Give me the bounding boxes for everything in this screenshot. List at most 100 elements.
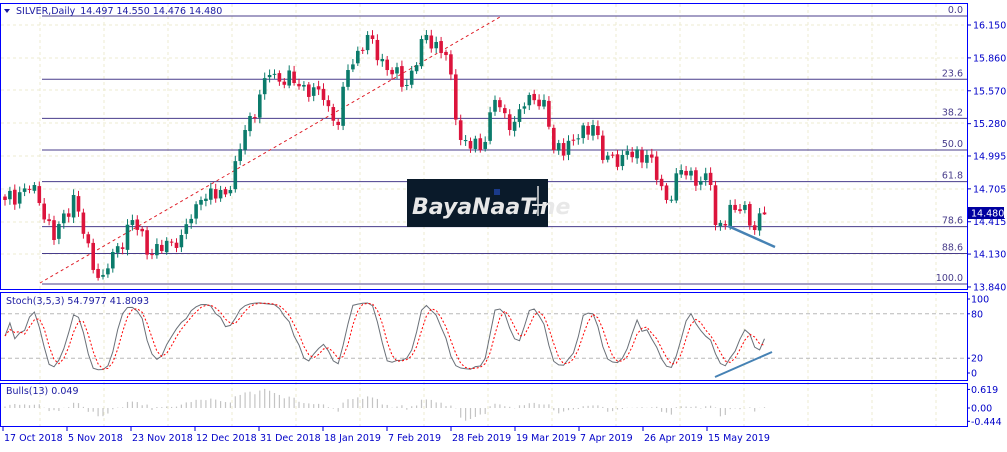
candle	[346, 64, 350, 91]
candle	[380, 53, 385, 67]
candle	[405, 79, 409, 91]
bulls-panel-frame	[0, 383, 968, 427]
candle-body	[576, 138, 581, 140]
candle	[135, 215, 140, 236]
candle-body	[493, 99, 497, 112]
candle-body	[115, 246, 120, 253]
current-price-label: 14.480	[971, 209, 1004, 220]
candle	[503, 104, 507, 119]
candle-body	[659, 178, 664, 187]
candle-body	[664, 185, 669, 200]
stoch-signal-line	[4, 302, 765, 370]
watermark: BayaNaaT.ne	[407, 179, 571, 227]
candle	[537, 94, 541, 110]
candle-body	[316, 86, 321, 90]
candle-body	[699, 181, 703, 185]
candle	[287, 65, 291, 89]
candle	[169, 238, 174, 247]
candle-body	[32, 185, 37, 191]
divergence-line-price[interactable]	[727, 224, 776, 249]
trend-line[interactable]	[39, 16, 501, 284]
candle-body	[297, 83, 301, 87]
fib-level-label: 38.2	[942, 107, 963, 118]
candle	[561, 138, 566, 161]
candle-body	[748, 204, 752, 226]
candle-body	[723, 224, 728, 226]
candle	[615, 149, 620, 171]
stoch-tick-label: 100	[971, 295, 989, 306]
candle	[360, 47, 365, 54]
candle	[164, 237, 169, 255]
candle	[81, 208, 86, 239]
candle	[743, 201, 747, 214]
candle-body	[307, 84, 311, 97]
candle-body	[708, 172, 713, 186]
candle	[160, 239, 164, 254]
time-tick-label: 18 Jan 2019	[324, 433, 381, 444]
candle	[449, 50, 453, 81]
candle	[297, 78, 301, 90]
candle-body	[547, 100, 551, 127]
candle	[488, 106, 492, 145]
price-tick-label: 14.995	[973, 151, 1006, 162]
candle	[8, 186, 12, 205]
candle	[718, 220, 723, 231]
time-tick-label: 26 Apr 2019	[644, 433, 703, 444]
collapse-triangle-icon[interactable]	[4, 9, 10, 13]
candle-body	[478, 138, 483, 150]
candle-body	[91, 242, 95, 270]
candle	[365, 31, 370, 55]
candle-body	[762, 212, 767, 215]
time-axis[interactable]: 17 Oct 2018 5 Nov 2018 23 Nov 2018 12 Dec 2…	[2, 427, 770, 444]
candle	[512, 116, 517, 137]
candle-body	[581, 125, 585, 139]
candle-body	[694, 170, 698, 186]
candle	[478, 133, 483, 153]
candle-body	[620, 154, 625, 167]
candle-body	[336, 121, 340, 126]
candle-body	[571, 139, 576, 141]
candle-body	[414, 65, 419, 72]
candle	[713, 180, 718, 231]
candle-body	[483, 141, 487, 149]
candle-body	[213, 189, 218, 199]
candle-body	[189, 218, 193, 224]
candle-body	[684, 170, 688, 176]
candle-body	[17, 192, 22, 204]
candle-body	[106, 268, 110, 275]
candle	[703, 167, 708, 186]
candle	[204, 193, 208, 207]
bulls-power-panel	[4, 388, 766, 421]
fib-level-label: 100.0	[936, 273, 963, 284]
candle	[723, 220, 728, 230]
candle-body	[503, 108, 507, 114]
candle	[199, 196, 203, 211]
candle-body	[449, 54, 453, 75]
candle-body	[22, 188, 27, 192]
candle	[292, 65, 296, 86]
candle-body	[209, 188, 213, 200]
candle	[483, 136, 487, 152]
candle-body	[738, 209, 742, 212]
candle	[605, 151, 610, 163]
candle-body	[752, 225, 757, 231]
candle-body	[498, 100, 502, 108]
divergence-line-stoch[interactable]	[714, 351, 773, 378]
candle	[91, 238, 95, 274]
candle-body	[145, 230, 149, 255]
price-tick-label: 14.705	[973, 184, 1006, 195]
candle-body	[326, 100, 331, 107]
candle	[37, 181, 42, 206]
price-axis[interactable]: 16.150 15.860 15.570 15.280 14.995 14.705 14.4…	[967, 21, 1006, 294]
time-tick-label: 12 Dec 2018	[196, 433, 257, 444]
candle-body	[42, 203, 46, 220]
candle-body	[512, 121, 517, 131]
candle	[689, 167, 693, 181]
candle-body	[473, 138, 478, 149]
candle-body	[395, 67, 399, 74]
candle-body	[605, 155, 610, 160]
candle	[213, 183, 218, 203]
fib-level-label: 50.0	[942, 139, 963, 150]
candle	[640, 146, 644, 169]
